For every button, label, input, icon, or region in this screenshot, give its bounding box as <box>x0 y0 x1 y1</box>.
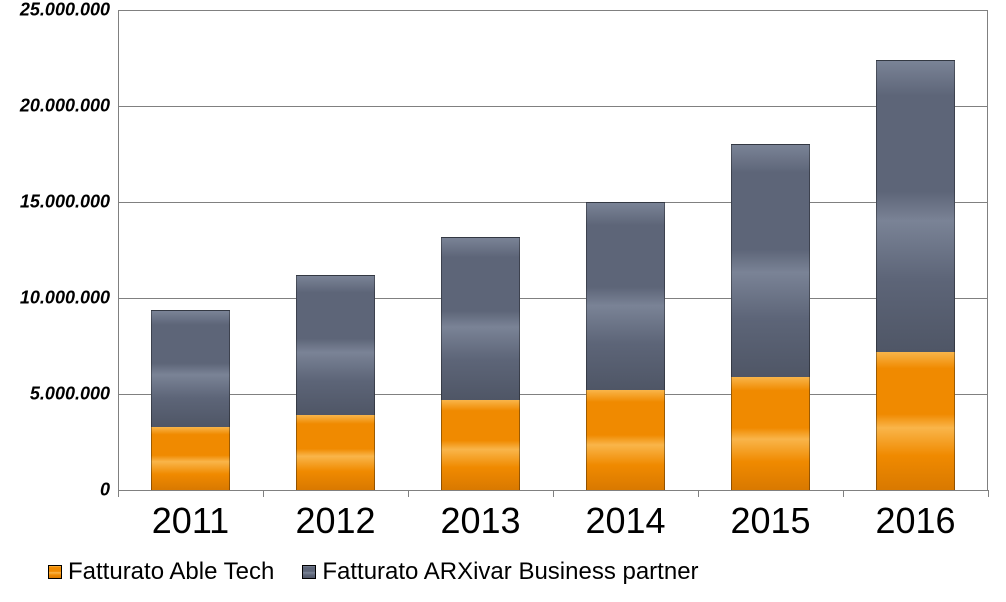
x-tick-mark <box>408 490 409 497</box>
y-axis-line <box>118 10 119 490</box>
y-tick-label: 15.000.000 <box>20 192 110 213</box>
legend-item-arxivar_bp: Fatturato ARXivar Business partner <box>302 558 698 586</box>
gridline <box>118 298 988 299</box>
bar-segment-able_tech <box>296 415 376 490</box>
legend-label: Fatturato ARXivar Business partner <box>322 558 698 586</box>
x-tick-label: 2012 <box>295 500 375 542</box>
gridline <box>118 394 988 395</box>
x-tick-mark <box>698 490 699 497</box>
x-tick-label: 2016 <box>875 500 955 542</box>
bar-group <box>731 144 811 490</box>
x-tick-mark <box>553 490 554 497</box>
bar-segment-arxivar_bp <box>876 60 956 352</box>
y-tick-label: 25.000.000 <box>20 0 110 21</box>
bar-segment-arxivar_bp <box>586 202 666 390</box>
bar-segment-able_tech <box>731 377 811 490</box>
x-tick-label: 2011 <box>152 500 229 542</box>
bar-segment-arxivar_bp <box>296 275 376 415</box>
x-tick-mark <box>988 490 989 497</box>
bar-segment-arxivar_bp <box>151 310 231 427</box>
gridline <box>118 106 988 107</box>
y-tick-label: 5.000.000 <box>30 384 110 405</box>
plot-right-border <box>987 10 988 490</box>
y-tick-label: 0 <box>100 480 110 501</box>
bar-group <box>441 237 521 490</box>
bar-group <box>296 275 376 490</box>
x-tick-label: 2013 <box>440 500 520 542</box>
y-tick-label: 20.000.000 <box>20 96 110 117</box>
bar-segment-able_tech <box>586 390 666 490</box>
x-tick-label: 2014 <box>585 500 665 542</box>
gridline <box>118 202 988 203</box>
bar-group <box>151 310 231 490</box>
bar-group <box>586 202 666 490</box>
x-tick-label: 2015 <box>730 500 810 542</box>
x-tick-mark <box>118 490 119 497</box>
legend-swatch <box>302 565 316 579</box>
legend: Fatturato Able Tech Fatturato ARXivar Bus… <box>48 558 699 586</box>
bar-segment-able_tech <box>151 427 231 490</box>
legend-label: Fatturato Able Tech <box>68 558 274 586</box>
plot-area <box>118 10 988 490</box>
y-tick-label: 10.000.000 <box>20 288 110 309</box>
bar-segment-able_tech <box>441 400 521 490</box>
bar-group <box>876 60 956 490</box>
revenue-chart: 0 5.000.000 10.000.000 15.000.000 20.000.000… <box>0 0 1006 602</box>
x-tick-mark <box>263 490 264 497</box>
bar-segment-able_tech <box>876 352 956 490</box>
bar-segment-arxivar_bp <box>441 237 521 400</box>
x-tick-mark <box>843 490 844 497</box>
legend-item-able_tech: Fatturato Able Tech <box>48 558 274 586</box>
legend-swatch <box>48 565 62 579</box>
bar-segment-arxivar_bp <box>731 144 811 376</box>
gridline <box>118 10 988 11</box>
